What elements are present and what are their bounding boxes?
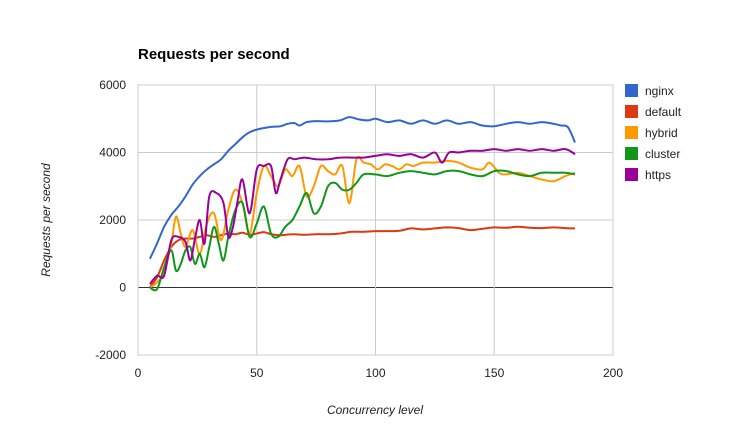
y-axis-title: Requests per second	[39, 163, 53, 277]
series-line-default	[149, 225, 576, 289]
legend-label-default: default	[645, 105, 682, 119]
legend-label-cluster: cluster	[645, 147, 680, 161]
x-tick-label: 0	[135, 366, 142, 380]
legend-swatch-hybrid	[625, 126, 638, 139]
x-tick-label: 150	[484, 366, 504, 380]
x-tick-labels: 0 50 100 150 200	[135, 366, 624, 380]
legend-swatch-cluster	[625, 147, 638, 160]
legend-label-https: https	[645, 168, 671, 182]
series-lines	[148, 116, 576, 292]
y-tick-labels: -2000 0 2000 4000 6000	[95, 78, 126, 362]
y-tick-label: -2000	[95, 348, 126, 362]
y-tick-label: 2000	[99, 213, 126, 227]
legend-label-nginx: nginx	[645, 84, 674, 98]
y-tick-label: 0	[119, 281, 126, 295]
legend-swatch-https	[625, 168, 638, 181]
series-line-https	[149, 148, 576, 285]
legend-swatch-default	[625, 105, 638, 118]
legend-label-hybrid: hybrid	[645, 126, 678, 140]
x-tick-label: 50	[250, 366, 264, 380]
x-tick-label: 200	[603, 366, 623, 380]
x-axis-title: Concurrency level	[327, 403, 423, 417]
y-tick-label: 4000	[99, 146, 126, 160]
series-line-nginx	[148, 116, 576, 260]
y-tick-label: 6000	[99, 78, 126, 92]
legend: nginx default hybrid cluster https	[625, 84, 682, 182]
grid	[137, 84, 614, 356]
series-line-cluster	[149, 169, 576, 292]
x-tick-label: 100	[365, 366, 385, 380]
chart-title: Requests per second	[138, 46, 290, 63]
legend-swatch-nginx	[625, 84, 638, 97]
